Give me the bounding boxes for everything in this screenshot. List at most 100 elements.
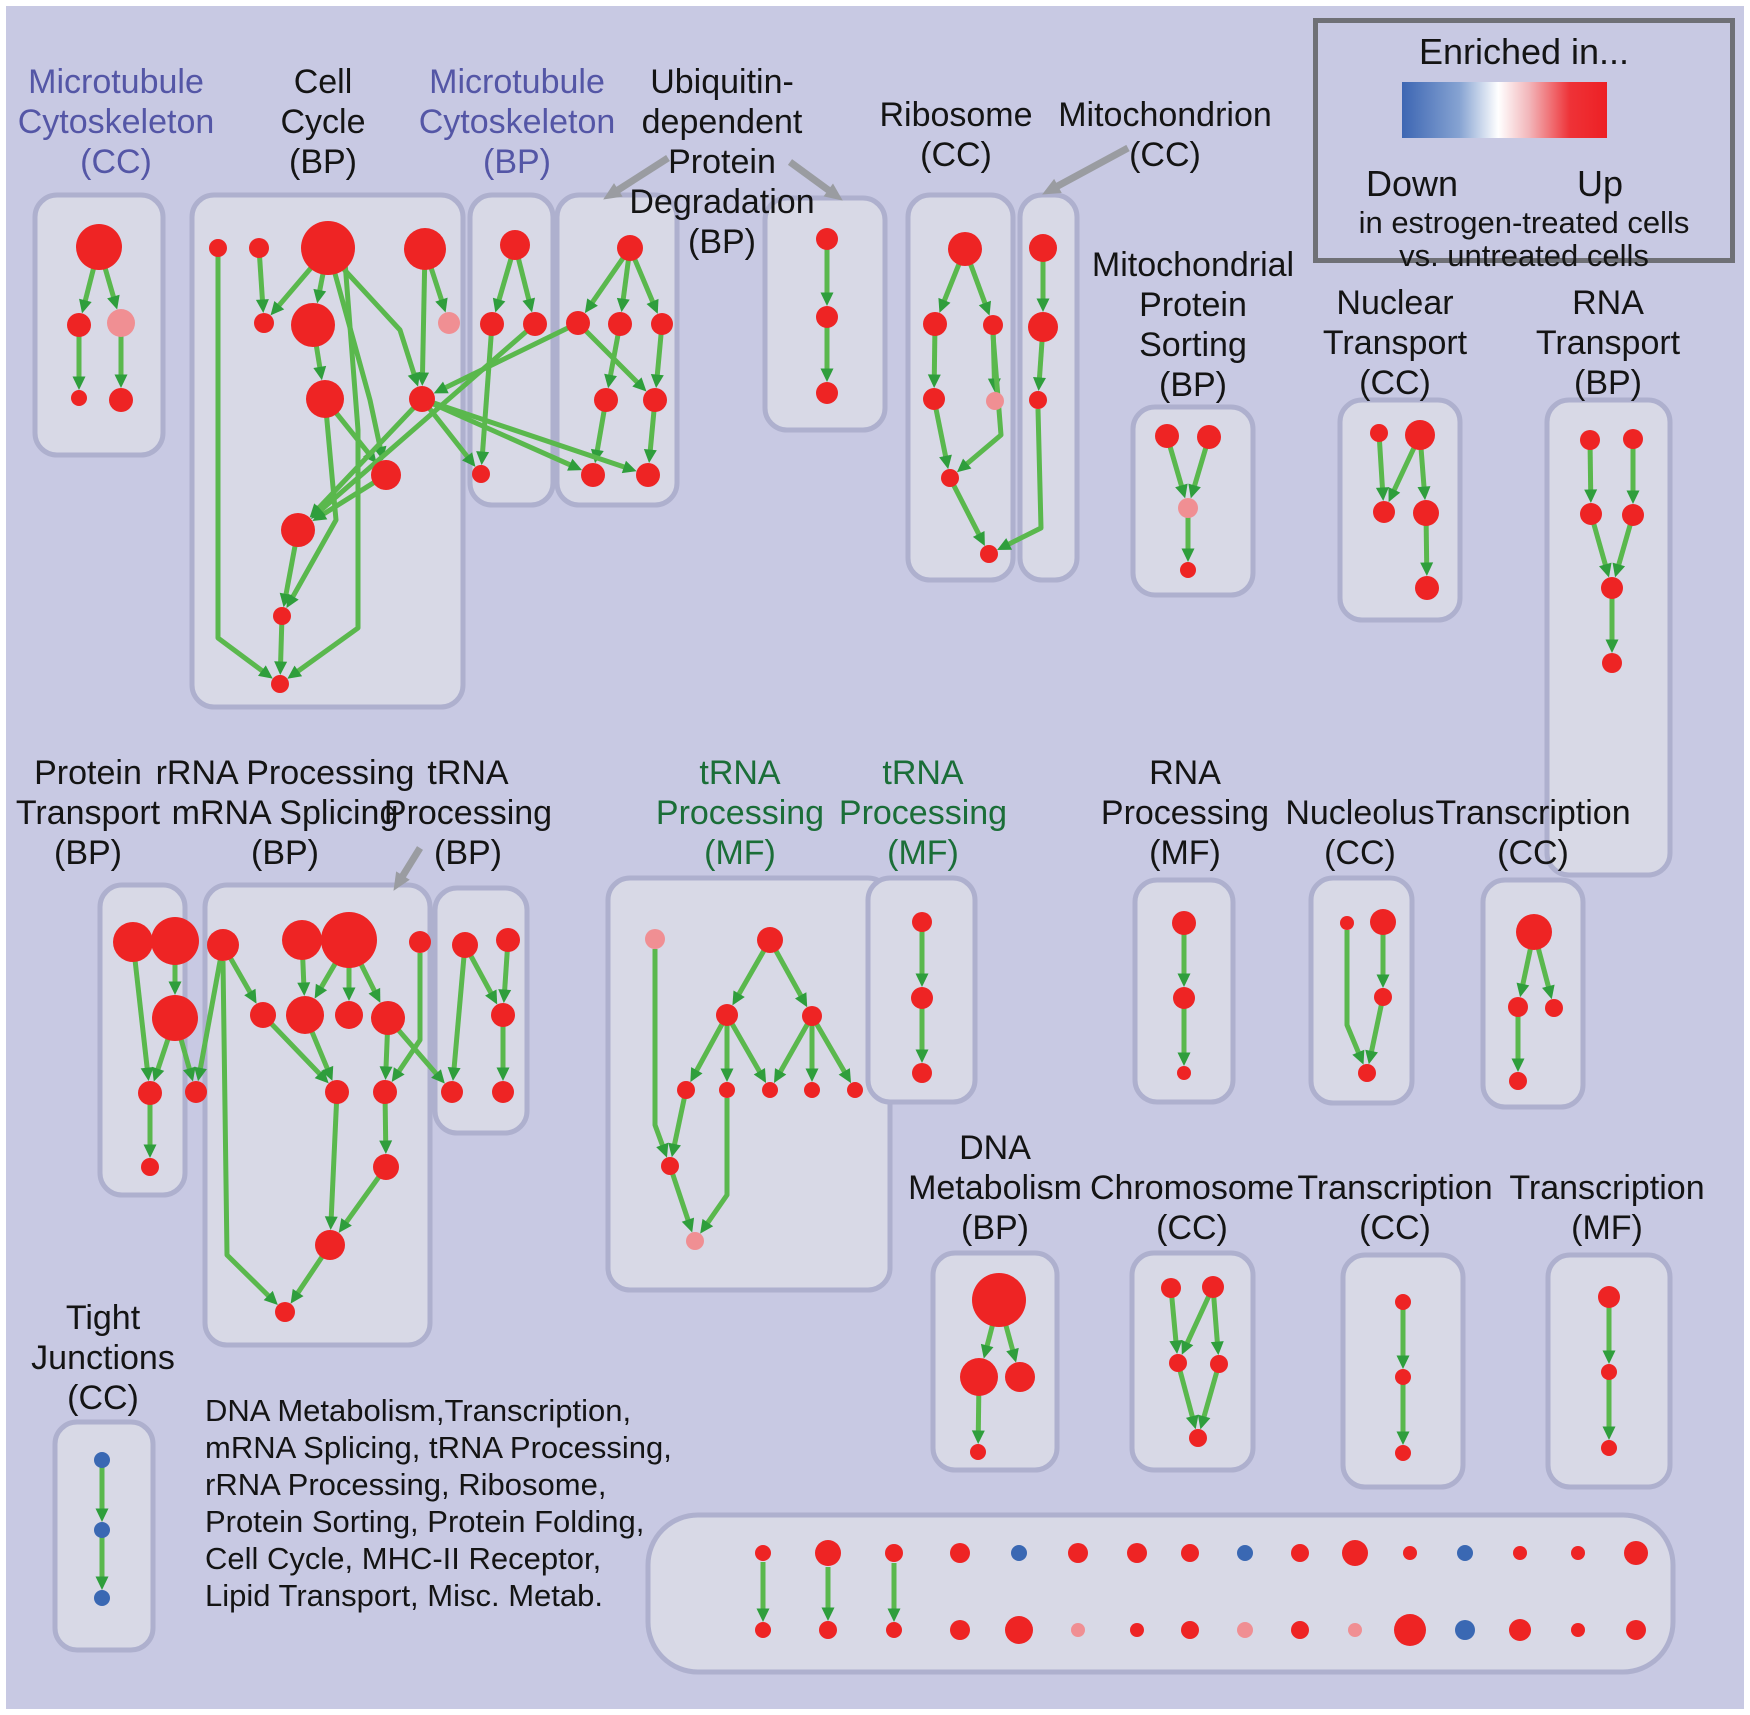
trna-processing-mf-large-edge-11	[700, 1098, 730, 1234]
ribosome-cc-edge-6	[947, 476, 985, 546]
note-line-0: DNA Metabolism,Transcription,	[205, 1393, 632, 1428]
ribosome-cc-node-6	[980, 545, 998, 563]
label-line: mRNA Splicing	[171, 794, 399, 832]
ribosome-cc-node-1	[923, 312, 947, 336]
label-line: Transport	[1535, 324, 1681, 362]
transcription-mf-node-2	[1601, 1440, 1617, 1456]
note-line-3: Protein Sorting, Protein Folding,	[205, 1504, 645, 1539]
label-line: Sorting	[1139, 326, 1247, 364]
strip-node-bottom-6	[1130, 1623, 1144, 1637]
cell-cycle-node-9	[371, 460, 401, 490]
label-line: (MF)	[704, 834, 776, 872]
chromosome-cc-edge-4	[1197, 1363, 1222, 1430]
degradation-chain-node-0	[816, 228, 838, 250]
note-line-1: mRNA Splicing, tRNA Processing,	[205, 1430, 672, 1465]
label-tight-junctions: Tight Junctions (CC)	[31, 1298, 175, 1418]
strip-node-bottom-5	[1071, 1623, 1085, 1637]
trna-processing-mf-large-edge-10	[667, 1165, 695, 1233]
rrna-mrna-processing-node-4	[250, 1002, 276, 1028]
cell-cycle-node-11	[273, 607, 291, 625]
label-nucleolus: Nucleolus (CC)	[1285, 793, 1434, 873]
cross-edge-0	[433, 320, 580, 394]
ubiquitin-degradation-node-2	[608, 312, 632, 336]
ubiquitin-degradation-edge-3	[576, 321, 647, 392]
label-ubiquitin-degradation: Ubiquitin-dependent Protein Degradation (BP…	[629, 62, 814, 262]
label-arrow-1	[787, 159, 843, 201]
rrna-mrna-processing-edge-13	[220, 960, 278, 1306]
transcription-cc-mid-box	[1480, 877, 1586, 1110]
label-line: Transcription	[1297, 1169, 1493, 1207]
label-arrow-2	[1042, 144, 1130, 195]
label-line: (BP)	[961, 1209, 1029, 1247]
trna-processing-mf-large-node-9	[661, 1157, 679, 1175]
label-line: Mitochondrion	[1058, 96, 1272, 134]
chromosome-cc-node-0	[1161, 1278, 1181, 1298]
label-line: Cell	[293, 63, 353, 101]
cell-cycle-edge-5	[331, 269, 387, 461]
rna-transport-node-1	[1623, 429, 1643, 449]
rrna-mrna-processing-node-9	[373, 1080, 397, 1104]
strip-node-top-6	[1127, 1543, 1147, 1563]
label-trna-processing-mf-2: tRNA Processing (MF)	[839, 753, 1007, 873]
label-line: Transcription	[1509, 1169, 1705, 1207]
tight-junctions-node-0	[94, 1452, 110, 1468]
protein-transport-node-4	[185, 1081, 207, 1103]
microtubule-bp-edge-2	[476, 323, 495, 466]
label-line: (CC)	[80, 143, 152, 181]
cell-cycle-node-8	[409, 386, 435, 412]
strip-node-top-3	[950, 1543, 970, 1563]
label-line: RNA	[1572, 284, 1644, 322]
label-transcription-cc-mid: Transcription (CC)	[1435, 793, 1630, 873]
cell-cycle-edge-12	[309, 397, 424, 518]
label-line: Cytoskeleton	[17, 103, 215, 141]
transcription-mf-node-0	[1598, 1286, 1620, 1308]
ubiquitin-degradation-node-5	[643, 388, 667, 412]
strip-node-top-13	[1513, 1546, 1527, 1560]
strip-node-bottom-13	[1509, 1619, 1531, 1641]
strip-node-bottom-11	[1394, 1614, 1426, 1646]
label-line: Tight	[65, 1299, 141, 1337]
strip-node-bottom-9	[1291, 1621, 1309, 1639]
ribosome-cc-node-5	[941, 469, 959, 487]
rrna-mrna-processing-node-8	[325, 1080, 349, 1104]
cell-cycle-node-3	[404, 228, 446, 270]
microtubule-bp-node-2	[523, 312, 547, 336]
transcription-cc-mid-node-3	[1509, 1072, 1527, 1090]
rna-transport-node-0	[1580, 430, 1600, 450]
rna-processing-mf-node-2	[1177, 1066, 1191, 1080]
strip-node-bottom-14	[1571, 1623, 1585, 1637]
label-line: (BP)	[482, 143, 551, 181]
strip-node-top-9	[1291, 1544, 1309, 1562]
strip-node-bottom-0	[755, 1622, 771, 1638]
label-line: tRNA	[427, 754, 509, 792]
strip-node-bottom-10	[1348, 1623, 1362, 1637]
label-ribosome: Ribosome (CC)	[879, 95, 1032, 175]
trna-processing-mf-small-node-2	[912, 1063, 932, 1083]
cross-edge-3	[420, 396, 583, 471]
label-cell-cycle: Cell Cycle (BP)	[280, 62, 365, 182]
rrna-mrna-processing-node-10	[373, 1154, 399, 1180]
tight-junctions-node-1	[94, 1522, 110, 1538]
nuclear-transport-node-1	[1405, 420, 1435, 450]
label-line: Processing	[838, 794, 1008, 832]
transcription-cc-bottom-node-1	[1395, 1369, 1411, 1385]
microtubule-bp-node-1	[480, 312, 504, 336]
ubiquitin-degradation-node-7	[636, 463, 660, 487]
label-line: (CC)	[1324, 834, 1396, 872]
label-line: Nuclear	[1336, 284, 1454, 322]
note-line-5: Lipid Transport, Misc. Metab.	[205, 1578, 603, 1613]
legend-down-label: Down	[1365, 163, 1459, 204]
transcription-cc-mid-node-0	[1516, 914, 1552, 950]
label-line: Processing	[655, 794, 825, 832]
transcription-mf-node-1	[1601, 1364, 1617, 1380]
cluster-boxes	[32, 192, 1676, 1675]
rrna-mrna-processing-box	[202, 882, 433, 1348]
label-line: (CC)	[920, 136, 992, 174]
strip-node-bottom-4	[1005, 1616, 1033, 1644]
dna-metabolism-node-1	[960, 1358, 998, 1396]
cell-cycle-node-6	[438, 312, 460, 334]
mitochondrial-protein-sorting-node-2	[1178, 498, 1198, 518]
cell-cycle-edge-6	[287, 261, 361, 679]
transcription-cc-mid-node-1	[1508, 997, 1528, 1017]
